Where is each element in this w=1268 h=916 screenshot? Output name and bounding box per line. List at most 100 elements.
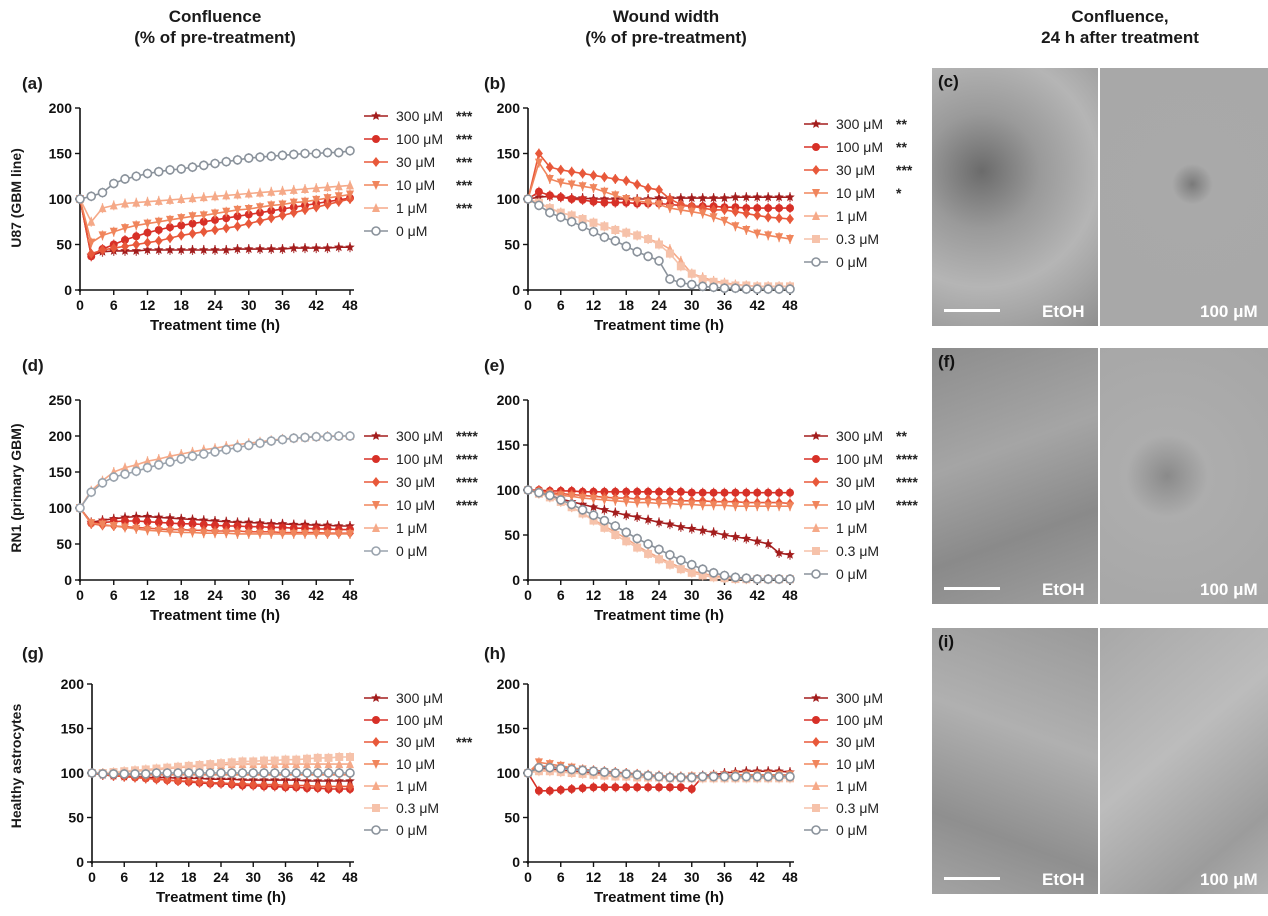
data-point <box>205 768 216 778</box>
x-tick-label: 12 <box>140 297 156 313</box>
data-point <box>267 186 276 196</box>
legend-significance: *** <box>456 734 473 750</box>
data-point <box>277 244 288 254</box>
data-point <box>199 226 208 237</box>
legend-significance: *** <box>456 108 473 124</box>
data-point <box>731 222 740 232</box>
data-point <box>199 529 208 539</box>
data-point <box>237 768 248 778</box>
data-point <box>256 203 264 213</box>
x-axis-label: Treatment time (h) <box>150 317 280 334</box>
data-point <box>577 505 588 515</box>
data-point <box>154 195 163 205</box>
data-point <box>676 262 685 271</box>
data-point <box>588 510 599 520</box>
data-point <box>313 776 323 786</box>
data-point <box>194 768 205 778</box>
y-tick-label: 0 <box>512 282 520 298</box>
data-point <box>188 219 197 228</box>
data-point <box>752 771 763 782</box>
micrograph-divider <box>1098 68 1100 326</box>
etoh-tag: EtOH <box>1042 870 1085 889</box>
data-point <box>534 762 544 773</box>
data-point <box>132 516 141 525</box>
data-point <box>211 191 219 201</box>
data-point <box>335 752 344 761</box>
etoh-tag: EtOH <box>1042 580 1085 599</box>
data-point <box>323 776 334 786</box>
data-point <box>313 759 322 769</box>
legend-item: 0.3 μM <box>804 800 879 816</box>
legend-label: 30 μM <box>396 474 435 490</box>
legend-significance: **** <box>456 474 478 490</box>
data-point <box>345 776 355 786</box>
data-point <box>87 216 96 226</box>
data-point <box>708 282 719 293</box>
data-point <box>709 501 718 511</box>
data-point <box>277 434 288 445</box>
data-point <box>260 779 268 790</box>
legend-item: 300 μM ** <box>804 428 907 444</box>
x-tick-label: 12 <box>149 869 165 885</box>
data-point <box>87 768 97 778</box>
legend-marker <box>812 547 820 555</box>
data-point <box>665 783 674 792</box>
data-point <box>687 488 696 497</box>
data-point <box>176 245 186 254</box>
legend-label: 30 μM <box>396 734 435 750</box>
legend-marker <box>372 203 380 212</box>
legend-label: 0 μM <box>396 822 427 838</box>
legend-item: 100 μM <box>364 712 443 728</box>
micrograph-divider <box>1098 348 1100 604</box>
data-point <box>130 769 140 779</box>
legend-marker <box>812 716 820 724</box>
data-point <box>98 203 107 213</box>
y-tick-label: 150 <box>497 146 521 162</box>
data-point <box>227 758 236 767</box>
data-point <box>686 279 697 290</box>
legend-label: 100 μM <box>836 139 883 155</box>
data-point <box>697 281 708 292</box>
data-point <box>665 204 674 214</box>
micrograph-panel-i: (i) EtOH 100 μM <box>932 628 1268 894</box>
data-point <box>709 213 718 223</box>
x-axis-label: Treatment time (h) <box>150 607 280 624</box>
data-point <box>165 513 175 523</box>
data-point <box>697 564 708 574</box>
data-point <box>300 148 310 159</box>
data-point <box>643 251 653 262</box>
data-point <box>97 187 108 198</box>
data-point <box>162 768 173 778</box>
data-point <box>709 204 718 215</box>
data-point <box>312 202 321 213</box>
data-point <box>665 499 674 509</box>
legend-marker <box>811 257 821 267</box>
data-point <box>291 768 302 778</box>
data-point <box>166 223 174 232</box>
legend-marker <box>812 455 820 463</box>
legend-label: 10 μM <box>836 497 875 513</box>
data-point <box>324 759 333 769</box>
micrograph-treated <box>1100 68 1268 326</box>
data-point <box>622 537 631 546</box>
legend-significance: *** <box>456 154 473 170</box>
data-point <box>131 466 142 477</box>
data-point <box>244 529 253 539</box>
x-tick-label: 42 <box>308 587 324 603</box>
panel-label-h: (h) <box>484 644 506 663</box>
data-point <box>166 194 174 204</box>
data-point <box>278 210 287 221</box>
data-point <box>676 487 685 496</box>
column-title-line2: (% of pre-treatment) <box>134 28 296 47</box>
data-point <box>266 436 277 446</box>
series-5 <box>75 145 355 204</box>
data-point <box>599 515 610 526</box>
data-point <box>142 245 153 254</box>
data-point <box>188 228 197 239</box>
data-point <box>676 500 685 510</box>
data-point <box>323 529 332 539</box>
data-point <box>534 158 543 168</box>
x-tick-label: 24 <box>213 869 229 885</box>
data-point <box>697 771 708 782</box>
legend-item: 10 μM <box>364 756 435 772</box>
